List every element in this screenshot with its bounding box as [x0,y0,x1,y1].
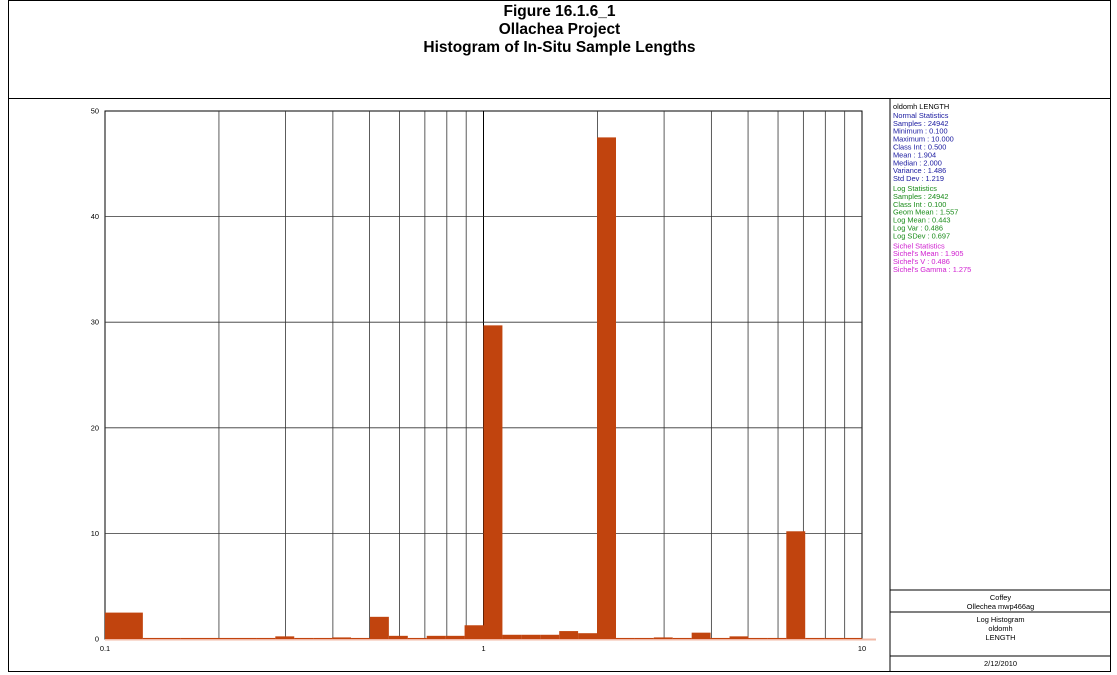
normal-stats-line: Mean : 1.904 [893,150,936,159]
histogram-bar [653,637,673,639]
histogram-bar [218,637,257,639]
sichel-stats-line: Sichel's Mean : 1.905 [893,249,963,258]
footer-file: Ollechea mwp466ag [967,602,1034,611]
figure-project: Ollachea Project [498,21,621,38]
histogram-bar [634,637,654,639]
footer-dataset: oldomh [988,624,1012,633]
histogram-bar [180,637,219,639]
histogram-bar [710,637,730,639]
histogram-bar [502,634,522,639]
histogram-bar [578,633,598,639]
histogram-bar [256,637,276,639]
x-tick-label: 1 [481,644,485,653]
sichel-stats-line: Sichel's Gamma : 1.275 [893,265,971,274]
histogram-bar [767,637,787,639]
x-tick-label: 0.1 [100,644,110,653]
y-tick-label: 30 [91,318,99,327]
histogram-bar [540,634,560,639]
histogram-bar [275,636,295,639]
histogram-bar [843,637,862,639]
histogram-bar [445,635,465,639]
footer-type: Log Histogram [976,615,1024,624]
log-stats-line: Samples : 24942 [893,192,948,201]
log-stats-line: Log SDev : 0.697 [893,231,950,240]
footer-company: Coffey [990,593,1012,602]
histogram-bar [426,635,446,639]
histogram-bar [483,325,503,639]
normal-stats-line: Minimum : 0.100 [893,127,948,136]
figure-title-block: Figure 16.1.6_1 Ollachea Project Histogr… [8,0,1111,97]
histogram-bar [369,616,389,639]
sichel-stats-heading: Sichel Statistics [893,241,945,250]
log-stats-line: Geom Mean : 1.557 [893,208,958,217]
title-divider [8,98,1111,99]
histogram-bar [313,637,333,639]
y-tick-label: 0 [95,635,99,644]
normal-stats-line: Median : 2.000 [893,158,942,167]
histogram-bar [824,637,844,639]
figure-frame [8,0,1111,672]
histogram-bar [521,634,541,639]
histogram-bar [559,631,579,639]
normal-stats-heading: Normal Statistics [893,111,949,120]
normal-stats-line: Variance : 1.486 [893,166,946,175]
log-stats-line: Log Var : 0.486 [893,224,943,233]
histogram-bar [388,635,408,639]
axis-layer: 0 10 20 30 40 50 0.1 1 10 [91,107,866,654]
stats-header: oldomh LENGTH [893,102,949,111]
histogram-bar [351,637,370,639]
histogram-bar [691,632,711,639]
normal-stats-line: Samples : 24942 [893,119,948,128]
histogram-bar [105,612,143,639]
figure-number: Figure 16.1.6_1 [503,3,616,20]
log-stats-line: Class Int : 0.100 [893,200,946,209]
histogram-bar [748,637,768,639]
histogram-bar [672,637,692,639]
histogram-bar [597,137,616,639]
normal-stats-line: Class Int : 0.500 [893,143,946,152]
log-stats-heading: Log Statistics [893,184,937,193]
y-tick-label: 10 [91,529,99,538]
histogram-bar [805,637,825,639]
x-tick-label: 10 [858,644,866,653]
log-stats-line: Log Mean : 0.443 [893,216,951,225]
normal-stats-line: Maximum : 10.000 [893,135,954,144]
footer-date: 2/12/2010 [984,659,1017,668]
histogram-bar [332,637,352,639]
sichel-stats-line: Sichel's V : 0.486 [893,257,950,266]
footer-field: LENGTH [986,633,1016,642]
histogram-bar [615,637,635,639]
histogram-bar [464,625,484,639]
y-tick-label: 50 [91,107,99,116]
y-tick-label: 20 [91,423,99,432]
histogram-bar [786,531,806,639]
histogram-bar [294,637,314,639]
y-tick-label: 40 [91,212,99,221]
histogram-bar [142,637,181,639]
histogram-bar [407,637,427,639]
bar-layer [105,137,862,639]
histogram-bar [729,636,749,639]
normal-stats-line: Std Dev : 1.219 [893,174,944,183]
figure-title: Histogram of In-Situ Sample Lengths [423,39,696,56]
